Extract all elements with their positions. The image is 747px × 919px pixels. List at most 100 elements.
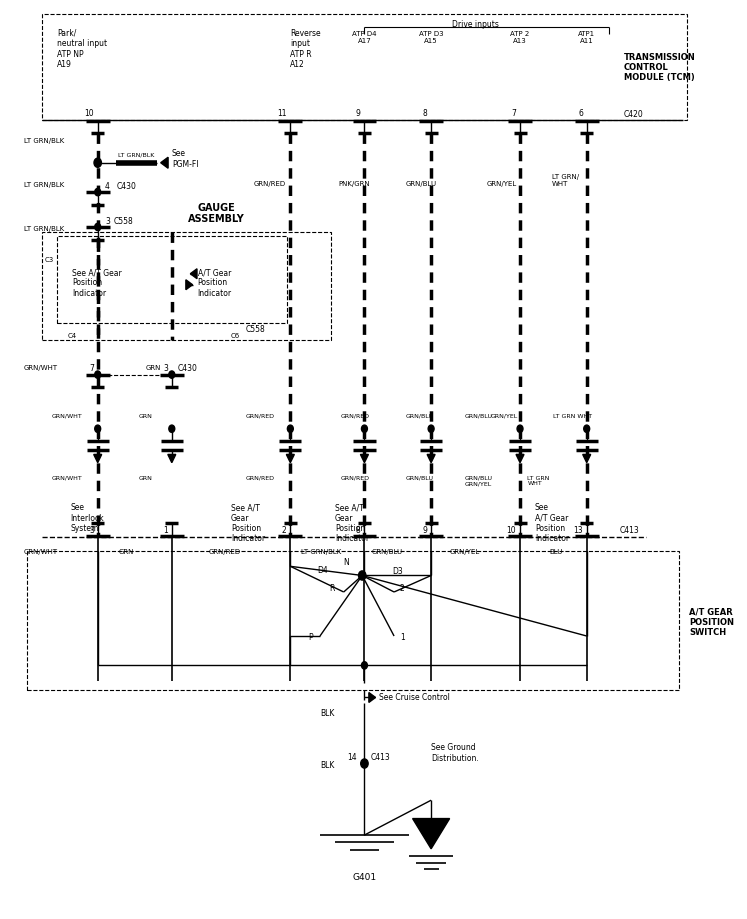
Text: GRN/RED: GRN/RED — [246, 475, 275, 480]
Text: C430: C430 — [178, 364, 198, 372]
Polygon shape — [583, 455, 591, 463]
Circle shape — [169, 371, 175, 379]
Polygon shape — [516, 455, 524, 463]
Text: 9: 9 — [356, 108, 361, 118]
Text: 1: 1 — [400, 632, 405, 641]
Text: D4: D4 — [317, 565, 328, 574]
Text: GRN/RED: GRN/RED — [341, 414, 370, 418]
Polygon shape — [286, 455, 294, 463]
Circle shape — [95, 425, 101, 433]
Text: 2: 2 — [282, 526, 287, 535]
Text: ATP D3
A15: ATP D3 A15 — [419, 30, 444, 44]
Text: GRN: GRN — [138, 414, 152, 418]
Text: 3: 3 — [105, 217, 110, 226]
Circle shape — [517, 425, 523, 433]
Circle shape — [361, 759, 368, 768]
Text: GAUGE
ASSEMBLY: GAUGE ASSEMBLY — [188, 202, 244, 224]
Text: GRN/BLU: GRN/BLU — [405, 475, 433, 480]
Text: See A/T
Gear
Position
Indicator: See A/T Gear Position Indicator — [335, 503, 369, 543]
Text: GRN/RED: GRN/RED — [341, 475, 370, 480]
Text: ATP 2
A13: ATP 2 A13 — [510, 30, 530, 44]
Text: C558: C558 — [114, 217, 134, 226]
Text: 7: 7 — [512, 108, 516, 118]
Text: 9: 9 — [423, 526, 427, 535]
Polygon shape — [369, 693, 376, 703]
Text: C4: C4 — [68, 333, 77, 338]
Bar — [57, 237, 287, 323]
Circle shape — [359, 572, 366, 581]
Text: LT GRN/BLK: LT GRN/BLK — [24, 182, 63, 187]
Text: 11: 11 — [277, 108, 287, 118]
Text: See A/T Gear
Position
Indicator: See A/T Gear Position Indicator — [72, 267, 122, 298]
Circle shape — [428, 425, 434, 433]
Polygon shape — [190, 269, 197, 279]
Text: ATP1
A11: ATP1 A11 — [578, 30, 595, 44]
Circle shape — [95, 189, 101, 197]
Text: GRN/RED: GRN/RED — [209, 549, 241, 554]
Text: GRN/BLU: GRN/BLU — [372, 549, 403, 554]
Text: 7: 7 — [89, 364, 94, 372]
Text: 3: 3 — [89, 526, 94, 535]
Text: LT GRN
WHT: LT GRN WHT — [527, 475, 550, 486]
Text: GRN/WHT: GRN/WHT — [24, 365, 58, 371]
Text: C413: C413 — [620, 526, 639, 535]
Text: Reverse
input
ATP R
A12: Reverse input ATP R A12 — [291, 28, 321, 69]
Text: A/T Gear
Position
Indicator: A/T Gear Position Indicator — [198, 267, 232, 298]
Text: GRN/WHT: GRN/WHT — [52, 414, 82, 418]
Text: R: R — [329, 584, 335, 593]
Polygon shape — [186, 280, 193, 290]
Text: See
PGM-FI: See PGM-FI — [172, 149, 198, 169]
Text: GRN/BLU
GRN/YEL: GRN/BLU GRN/YEL — [465, 475, 492, 486]
Circle shape — [95, 371, 101, 379]
Text: 4: 4 — [105, 182, 110, 191]
Text: D3: D3 — [392, 567, 403, 576]
Text: BLK: BLK — [320, 709, 335, 718]
Bar — [42, 15, 686, 120]
Text: LT GRN WHT: LT GRN WHT — [554, 414, 592, 418]
Text: GRN/YEL: GRN/YEL — [490, 414, 518, 418]
Text: C3: C3 — [44, 256, 54, 263]
Text: GRN: GRN — [138, 475, 152, 480]
Text: Drive inputs: Drive inputs — [452, 19, 499, 28]
Text: 3: 3 — [163, 364, 168, 372]
Polygon shape — [427, 455, 435, 463]
Text: BLU: BLU — [550, 549, 563, 554]
Text: GRN/YEL: GRN/YEL — [450, 549, 480, 554]
Polygon shape — [93, 455, 102, 463]
Text: 8: 8 — [356, 526, 361, 535]
Circle shape — [362, 425, 368, 433]
Text: GRN/WHT: GRN/WHT — [52, 475, 82, 480]
Text: TRANSMISSION
CONTROL
MODULE (TCM): TRANSMISSION CONTROL MODULE (TCM) — [624, 52, 695, 82]
Text: LT GRN/BLK: LT GRN/BLK — [24, 138, 63, 143]
Text: C413: C413 — [371, 752, 390, 761]
Text: 8: 8 — [423, 108, 427, 118]
Circle shape — [583, 425, 589, 433]
Circle shape — [288, 425, 294, 433]
Text: GRN/YEL: GRN/YEL — [487, 180, 517, 187]
Text: LT GRN/BLK: LT GRN/BLK — [24, 225, 63, 232]
Polygon shape — [361, 455, 368, 463]
Polygon shape — [161, 158, 168, 169]
Text: P: P — [308, 632, 312, 641]
Text: LT GRN/BLK: LT GRN/BLK — [302, 549, 341, 554]
Text: A/T GEAR
POSITION
SWITCH: A/T GEAR POSITION SWITCH — [689, 607, 734, 637]
Bar — [42, 233, 331, 340]
Text: BLK: BLK — [320, 760, 335, 769]
Text: C558: C558 — [246, 325, 266, 334]
Text: GRN/BLU: GRN/BLU — [405, 414, 433, 418]
Text: GRN: GRN — [119, 549, 134, 554]
Text: G401: G401 — [353, 872, 376, 880]
Text: GRN/RED: GRN/RED — [246, 414, 275, 418]
Text: LT GRN/
WHT: LT GRN/ WHT — [552, 174, 579, 187]
Text: See A/T
Gear
Position
Indicator: See A/T Gear Position Indicator — [231, 503, 265, 543]
Text: See Ground
Distribution.: See Ground Distribution. — [431, 743, 479, 762]
Polygon shape — [412, 819, 450, 849]
Text: GRN/RED: GRN/RED — [253, 180, 285, 187]
Text: See
Interlock
System: See Interlock System — [70, 503, 104, 532]
Circle shape — [169, 425, 175, 433]
Circle shape — [362, 662, 368, 669]
Text: GRN/BLU: GRN/BLU — [405, 180, 436, 187]
Text: C6: C6 — [231, 333, 241, 338]
Text: 13: 13 — [574, 526, 583, 535]
Bar — [28, 551, 679, 690]
